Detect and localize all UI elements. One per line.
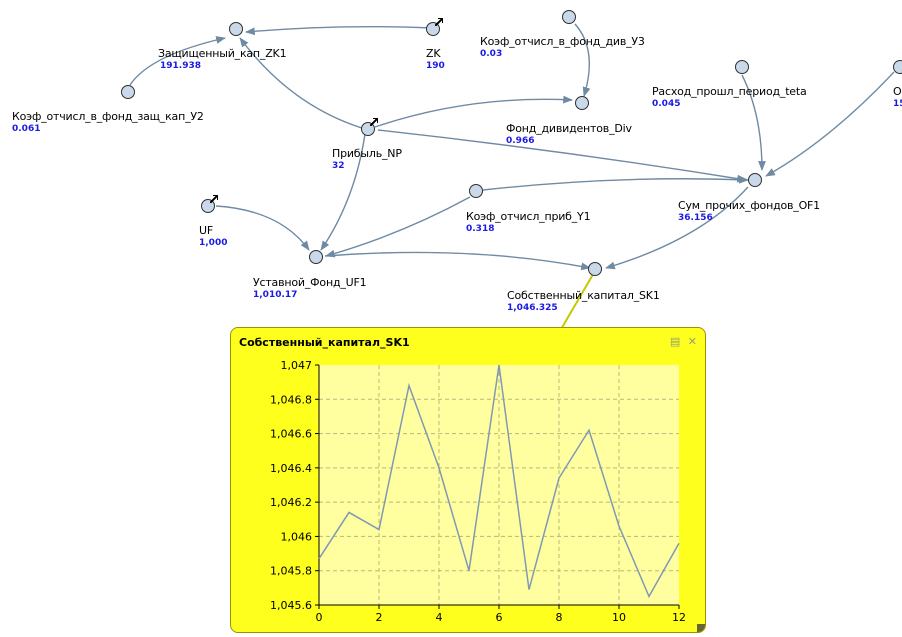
value-o: 15 [893, 99, 902, 109]
value-of1: 36.156 [678, 213, 713, 223]
node-y2[interactable] [121, 85, 135, 99]
link-o-of1 [765, 71, 895, 177]
label-o: О [893, 85, 902, 98]
label-teta: Расход_прошл_период_teta [652, 85, 807, 98]
link-np-of1 [377, 129, 747, 183]
node-zk[interactable] [426, 18, 443, 36]
x-tick-label: 2 [376, 611, 383, 624]
link-y3-div [574, 23, 591, 97]
label-of1: Сум_прочих_фондов_OF1 [678, 199, 820, 212]
label-y2: Коэф_отчисл_в_фонд_защ_кап_У2 [12, 110, 204, 123]
x-tick-label: 8 [556, 611, 563, 624]
popup-title: Собственный_капитал_SK1 [239, 336, 410, 349]
node-zk1[interactable] [229, 22, 243, 36]
label-y3: Коэф_отчисл_в_фонд_див_У3 [480, 35, 645, 48]
y-tick-label: 1,047 [281, 359, 313, 372]
value-teta: 0.045 [652, 99, 681, 109]
y-tick-label: 1,046.8 [270, 393, 312, 406]
value-sk1: 1,046.325 [507, 303, 558, 313]
y-tick-label: 1,046.4 [270, 462, 312, 475]
node-uf[interactable] [201, 195, 218, 213]
resize-grip-icon [697, 624, 705, 632]
node-y3[interactable] [562, 10, 576, 24]
label-zk1: Защищенный_кап_ZK1 [158, 47, 287, 60]
series-line [318, 364, 680, 599]
arrow-corner-icon [435, 18, 443, 26]
value-zk: 190 [426, 61, 445, 71]
close-icon[interactable]: ✕ [687, 335, 697, 348]
label-np: Прибыль_NP [332, 147, 402, 160]
link-zk-zk1 [245, 25, 433, 36]
x-tick-label: 12 [672, 611, 686, 624]
node-uf1[interactable] [309, 250, 323, 264]
value-uf: 1,000 [199, 238, 228, 248]
value-y1: 0.318 [466, 224, 495, 234]
label-uf1: Уставной_Фонд_UF1 [253, 276, 367, 289]
y-tick-label: 1,046.6 [270, 428, 312, 441]
value-div: 0.966 [506, 136, 535, 146]
y-tick-label: 1,045.6 [270, 599, 312, 612]
x-tick-label: 10 [612, 611, 626, 624]
popup-callout [559, 270, 596, 332]
link-np-div [374, 95, 573, 128]
label-sk1: Собственный_капитал_SK1 [507, 289, 660, 302]
x-tick-label: 0 [316, 611, 323, 624]
arrow-corner-icon [370, 118, 378, 126]
node-teta[interactable] [735, 60, 749, 74]
link-np-zk1 [239, 37, 363, 129]
link-y1-uf1 [325, 196, 471, 258]
chart-popup[interactable]: Собственный_капитал_SK1 ▤ ✕ 1,045.6 1,045… [230, 327, 706, 633]
value-np: 32 [332, 161, 345, 171]
link-np-uf1 [320, 133, 366, 251]
link-of1-sk1 [605, 186, 749, 270]
value-y3: 0.03 [480, 49, 503, 59]
link-uf-uf1 [215, 205, 310, 251]
y-tick-label: 1,045.8 [270, 565, 312, 578]
arrow-corner-icon [210, 195, 218, 203]
link-uf1-sk1 [324, 251, 591, 271]
node-o[interactable] [893, 60, 902, 74]
expand-icon[interactable]: ▤ [669, 335, 681, 348]
label-zk: ZK [426, 47, 441, 60]
x-tick-label: 6 [496, 611, 503, 624]
line-chart: 1,045.6 1,045.8 1,046 1,046.2 1,046.4 1,046.6… [270, 359, 705, 632]
y-tick-label: 1,046 [281, 530, 313, 543]
value-uf1: 1,010.17 [253, 290, 298, 300]
y-tick-label: 1,046.2 [270, 496, 312, 509]
node-np[interactable] [361, 118, 378, 136]
link-y1-of1 [482, 175, 749, 191]
label-y1: Коэф_отчисл_приб_Y1 [466, 210, 591, 223]
node-of1[interactable] [748, 173, 762, 187]
node-y1[interactable] [469, 184, 483, 198]
link-teta-of1 [741, 74, 766, 171]
link-y2-zk1 [129, 36, 226, 86]
value-y2: 0.061 [12, 124, 41, 134]
value-zk1: 191.938 [160, 61, 201, 71]
label-uf: UF [199, 224, 213, 237]
node-div[interactable] [575, 96, 589, 110]
label-div: Фонд_дивидентов_Div [506, 122, 632, 135]
x-tick-label: 4 [436, 611, 443, 624]
node-sk1[interactable] [588, 262, 602, 276]
